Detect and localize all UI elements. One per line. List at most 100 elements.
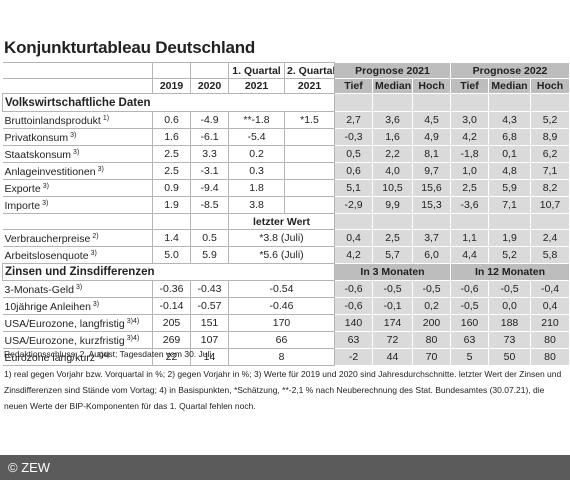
cell [488, 213, 532, 230]
row-label: Importe 3) [2, 196, 153, 214]
value-cell: -0.57 [190, 297, 229, 315]
label-text: 3-Monats-Geld [4, 284, 74, 296]
column-header: 2021 [284, 78, 335, 94]
value-cell: 0,5 [334, 145, 373, 163]
value-cell: -0,4 [530, 280, 570, 298]
row-label: 10jährige Anleihen 3) [2, 297, 153, 315]
value-cell: 4,9 [411, 128, 452, 146]
row-label: Bruttoinlandsprodukt 1) [2, 111, 153, 129]
value-cell: 1.4 [152, 229, 191, 247]
label-text: Bruttoinlandsprodukt [4, 115, 101, 127]
cell [530, 93, 570, 112]
cell [530, 213, 570, 230]
footnote-ref: 3) [42, 183, 49, 190]
row-label: Anlageinvestitionen 3) [2, 162, 153, 180]
footnote-ref: 3)4) [126, 318, 140, 325]
value-cell: 205 [152, 314, 191, 332]
value-cell: *3.8 (Juli) [228, 229, 335, 247]
value-cell: 1,9 [488, 229, 532, 247]
row-label: USA/Eurozone, kurzfristig 3)4) [2, 331, 153, 349]
editorial-note: Redaktionsschluss: 2. August; Tagesdaten… [4, 349, 212, 359]
value-cell: -6.1 [190, 128, 229, 146]
value-cell: -0,5 [450, 297, 490, 315]
table-row: letzter Wert [2, 213, 570, 230]
value-cell: 72 [372, 331, 413, 349]
cell [450, 93, 490, 112]
value-cell [284, 162, 335, 180]
footnote-ref: 3) [92, 301, 100, 308]
value-cell: 8 [228, 348, 335, 366]
value-cell: -0,6 [334, 280, 373, 298]
value-cell: 0.6 [152, 111, 191, 129]
value-cell: 2,5 [450, 179, 490, 197]
table-row: 10jährige Anleihen 3) -0.14 -0.57 -0.46 -0,6-… [2, 297, 570, 315]
value-cell: 1,6 [372, 128, 413, 146]
table-row: Exporte 3) 0.9 -9.4 1.8 5,1 10,5 15,6 2,5 5,9 8,2 [2, 179, 570, 197]
value-cell: **-1.8 [228, 111, 285, 129]
value-cell: *1.5 [284, 111, 335, 129]
cell [372, 213, 413, 230]
value-cell: 151 [190, 314, 229, 332]
cell [372, 93, 413, 112]
footnote-ref: 3) [90, 250, 97, 257]
label-text: Exporte [4, 183, 41, 195]
table-row: USA/Eurozone, kurzfristig 3)4) 269 107 66 63 7… [2, 331, 570, 349]
value-cell: 3.8 [228, 196, 285, 214]
value-cell: -1,8 [450, 145, 490, 163]
value-cell [284, 128, 335, 146]
column-header: 2019 [152, 78, 191, 94]
footnote-ref: 3)4) [126, 335, 140, 342]
value-cell: 0.2 [228, 145, 285, 163]
section-title: Volkswirtschaftliche Daten [2, 93, 335, 112]
value-cell: 2.5 [152, 145, 191, 163]
column-header: 1. Quartal [228, 62, 285, 79]
label-text: Anlageinvestitionen [4, 166, 96, 178]
copyright: © ZEW [8, 460, 51, 475]
value-cell: 107 [190, 331, 229, 349]
value-cell: 80 [530, 348, 570, 366]
label-text: Eurozone lang/kurz [4, 352, 95, 364]
value-cell: 1,0 [450, 162, 490, 180]
value-cell: 4,8 [488, 162, 532, 180]
value-cell: 200 [411, 314, 452, 332]
table-row: Staatskonsum 3) 2.5 3.3 0.2 0,5 2,2 8,1 -1,8 0,1 6… [2, 145, 570, 163]
value-cell: 4,2 [450, 128, 490, 146]
value-cell: 5,1 [334, 179, 373, 197]
value-cell: -2,9 [334, 196, 373, 214]
cell [152, 62, 191, 79]
value-cell: 5,9 [488, 179, 532, 197]
cell [190, 62, 229, 79]
table-row: USA/Eurozone, langfristig 3)4) 205 151 170 14… [2, 314, 570, 332]
value-cell: 10,7 [530, 196, 570, 214]
column-header: Prognose 2021 [333, 62, 452, 79]
label-text: USA/Eurozone, langfristig [4, 318, 125, 330]
label-text: Staatskonsum [4, 149, 72, 161]
row-label: Privatkonsum 3) [2, 128, 153, 146]
row-label: Exporte 3) [2, 179, 153, 197]
cell [2, 213, 153, 230]
label-text: Verbraucherpreise [4, 233, 91, 245]
value-cell: 63 [450, 331, 490, 349]
table-row: Privatkonsum 3) 1.6 -6.1 -5.4 -0,3 1,6 4,9 4,2 6,… [2, 128, 570, 146]
value-cell: -0,5 [411, 280, 452, 298]
value-cell: -3,6 [450, 196, 490, 214]
table-row: Importe 3) 1.9 -8.5 3.8 -2,9 9,9 15,3 -3,6 7,1 10,… [2, 196, 570, 214]
table-row: 2019 2020 2021 2021 Tief Median Hoch Tief Median… [2, 78, 570, 94]
value-cell: 5.9 [190, 246, 229, 264]
value-cell: -9.4 [190, 179, 229, 197]
cell [190, 213, 229, 230]
value-cell: -0.36 [152, 280, 191, 298]
column-header: In 3 Monaten [333, 263, 452, 281]
value-cell: 15,6 [411, 179, 452, 197]
value-cell: 2,2 [372, 145, 413, 163]
value-cell: 4,4 [450, 246, 490, 264]
value-cell: -8.5 [190, 196, 229, 214]
title: Konjunkturtableau Deutschland [4, 38, 256, 57]
value-cell: -0,1 [372, 297, 413, 315]
value-cell: 63 [334, 331, 373, 349]
value-cell: 7,1 [488, 196, 532, 214]
column-header: 2021 [228, 78, 285, 94]
footer-bar: © ZEW [0, 455, 570, 480]
value-cell: 8,1 [411, 145, 452, 163]
value-cell: 210 [530, 314, 570, 332]
